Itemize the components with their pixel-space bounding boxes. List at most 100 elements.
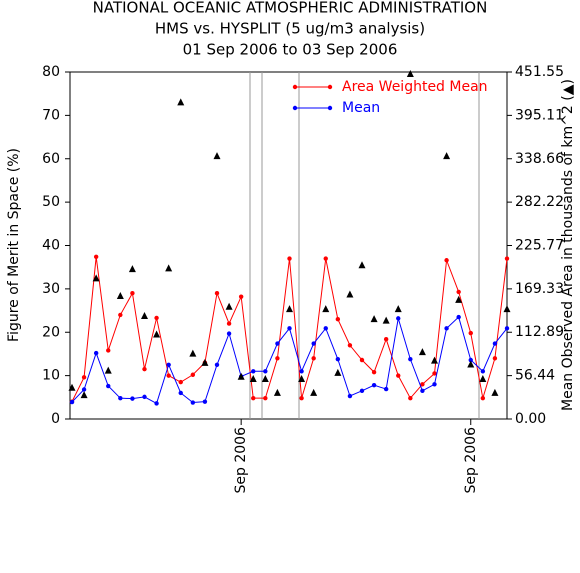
area-marker [455, 295, 463, 303]
y2-tick-label: 395.11 [515, 107, 564, 123]
series-point [323, 326, 328, 331]
y2-axis-label: Mean Observed Area in thousands of km^2 … [560, 79, 576, 411]
y-tick-label: 10 [42, 368, 60, 384]
series-point [456, 314, 461, 320]
area-marker [346, 290, 354, 298]
series-point [468, 357, 473, 363]
series-point [190, 400, 196, 405]
area-marker [298, 375, 306, 383]
legend-marker [292, 105, 298, 111]
series-point [154, 315, 159, 321]
chart-title: NATIONAL OCEANIC ATMOSPHERIC ADMINISTRAT… [93, 0, 488, 17]
y2-tick-label: 282.22 [515, 194, 564, 210]
series-point [371, 369, 377, 375]
area-marker [503, 305, 511, 313]
area-marker [394, 305, 402, 313]
series-point [251, 395, 256, 401]
series-point [444, 258, 449, 263]
y-tick-label: 70 [42, 107, 60, 123]
area-marker [358, 261, 366, 269]
series-point [420, 382, 425, 387]
series-point [166, 373, 171, 378]
y2-tick-label: 112.89 [515, 324, 564, 340]
series-point [323, 256, 328, 261]
series-point [311, 341, 316, 346]
chart-period: 01 Sep 2006 to 03 Sep 2006 [183, 41, 398, 59]
area-marker [213, 152, 221, 160]
y-tick-label: 0 [51, 411, 60, 427]
area-marker [201, 358, 209, 366]
legend-label: Area Weighted Mean [342, 79, 488, 95]
series-point [371, 382, 377, 388]
series-point [383, 336, 389, 342]
area-marker [334, 368, 342, 376]
x-tick-label: Sep 2006 [233, 427, 249, 494]
series-point [106, 348, 111, 353]
x-tick-label: Sep 2006 [463, 427, 479, 494]
area-marker [310, 388, 318, 396]
series-point [432, 371, 437, 376]
area-marker [382, 316, 390, 324]
y2-tick-label: 451.55 [515, 64, 564, 80]
series-point [408, 356, 413, 362]
area-marker [104, 366, 112, 374]
series-point [299, 395, 304, 401]
series-point [456, 289, 461, 295]
y2-tick-label: 338.66 [515, 151, 564, 167]
series-point [396, 316, 401, 321]
area-marker [273, 388, 281, 396]
legend-marker [327, 105, 333, 111]
series-point [287, 256, 292, 261]
series-point [178, 379, 183, 385]
plot-frame [69, 71, 508, 420]
area-marker [116, 292, 124, 300]
area-marker [237, 372, 245, 380]
series-point [275, 356, 280, 361]
y2-tick-label: 0.00 [515, 411, 546, 427]
y-tick-label: 60 [42, 151, 60, 167]
series-point [190, 372, 196, 377]
series-point [166, 362, 171, 367]
y-tick-label: 80 [42, 64, 60, 80]
series-point [504, 256, 510, 261]
series-point [238, 294, 244, 299]
series-point [118, 395, 123, 401]
series-point [81, 387, 87, 392]
area-marker [431, 356, 438, 364]
series-point [492, 356, 498, 361]
chart-subtitle: HMS vs. HYSPLIT (5 ug/m3 analysis) [155, 20, 425, 38]
y-tick-label: 50 [42, 194, 60, 210]
area-marker [443, 152, 451, 160]
series-point [335, 317, 341, 322]
series-point [347, 343, 353, 348]
area-marker [418, 348, 426, 356]
area-marker [177, 98, 185, 106]
series-point [202, 399, 208, 404]
y2-tick-label: 56.44 [515, 368, 555, 384]
series-point [335, 356, 341, 362]
series-point [299, 369, 304, 374]
area-marker [467, 360, 475, 368]
series-point [226, 321, 232, 326]
area-marker [189, 349, 197, 357]
series-point [396, 373, 401, 378]
area-marker [479, 375, 487, 383]
y-axis-label: Figure of Merit in Space (%) [6, 148, 22, 342]
series-point [130, 291, 135, 296]
series-point [214, 291, 220, 296]
series-point [154, 401, 159, 406]
area-marker [141, 312, 148, 320]
legend-marker [292, 84, 298, 90]
series-point [359, 357, 365, 363]
series-point [130, 396, 135, 401]
series-point [383, 386, 389, 392]
area-marker [261, 375, 269, 383]
period-separators [249, 72, 480, 419]
series-point [504, 326, 510, 331]
series-point [480, 369, 486, 374]
series-point [106, 383, 111, 389]
series-point [81, 375, 87, 380]
series-point [311, 356, 316, 361]
series-point [468, 330, 473, 336]
area-marker [165, 264, 173, 272]
